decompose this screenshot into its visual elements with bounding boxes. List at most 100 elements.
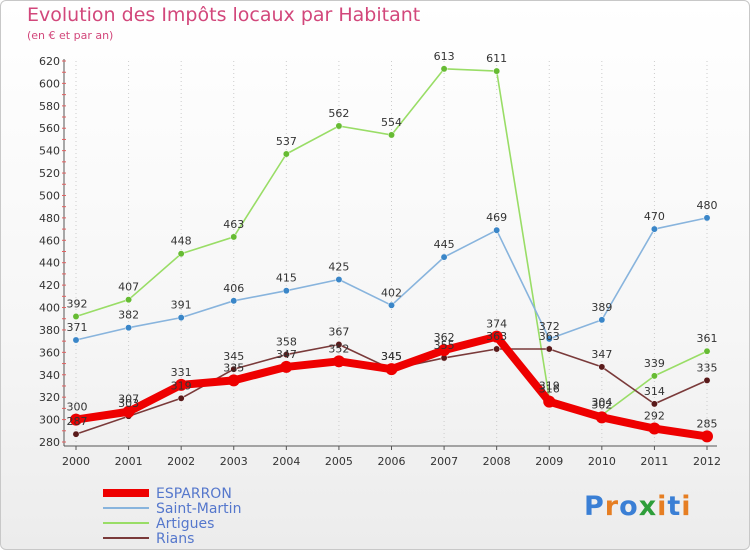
- data-label-saint-martin: 480: [697, 199, 718, 212]
- y-tick-label: 600: [39, 77, 60, 90]
- y-tick-label: 320: [39, 391, 60, 404]
- data-label-artigues: 613: [434, 50, 455, 63]
- y-tick-label: 520: [39, 167, 60, 180]
- data-label-artigues: 562: [328, 107, 349, 120]
- data-label-esparron: 292: [644, 410, 665, 423]
- y-tick-label: 420: [39, 279, 60, 292]
- data-point-esparron: [543, 395, 556, 408]
- data-label-rians: 303: [118, 397, 139, 410]
- data-point-saint-martin: [125, 324, 133, 332]
- data-point-esparron: [648, 422, 661, 435]
- data-label-rians: 335: [697, 361, 718, 374]
- data-point-artigues: [388, 131, 395, 139]
- data-label-esparron: 347: [276, 348, 297, 361]
- legend-label-esparron: ESPARRON: [156, 486, 232, 502]
- data-label-artigues: 319: [539, 379, 560, 392]
- y-tick-label: 340: [39, 369, 60, 382]
- logo-letter: x: [638, 491, 658, 522]
- logo-letter: i: [681, 491, 692, 522]
- chart-title: Evolution des Impôts locaux par Habitant: [27, 4, 421, 26]
- data-label-esparron: 302: [591, 398, 612, 411]
- data-label-rians: 355: [434, 339, 455, 352]
- data-label-saint-martin: 425: [328, 261, 349, 274]
- data-point-esparron: [227, 374, 240, 387]
- data-label-rians: 345: [223, 350, 244, 363]
- y-tick-label: 380: [39, 324, 60, 337]
- data-point-artigues: [703, 347, 711, 355]
- data-label-saint-martin: 402: [381, 286, 402, 299]
- y-tick-label: 540: [39, 145, 60, 158]
- x-tick-label: 2008: [483, 455, 511, 468]
- y-tick-label: 480: [39, 212, 60, 225]
- data-label-esparron: 307: [118, 393, 139, 406]
- data-label-esparron: 345: [381, 350, 402, 363]
- data-point-rians: [650, 400, 658, 408]
- data-label-artigues: 339: [644, 357, 665, 370]
- data-point-esparron: [332, 355, 345, 368]
- data-point-artigues: [493, 67, 501, 75]
- y-tick-label: 580: [39, 100, 60, 113]
- data-point-artigues: [335, 122, 343, 130]
- data-point-saint-martin: [598, 316, 606, 324]
- logo-letter: P: [584, 491, 605, 522]
- x-tick-label: 2001: [115, 455, 143, 468]
- data-point-rians: [598, 363, 606, 371]
- data-point-saint-martin: [230, 297, 238, 305]
- data-label-esparron: 300: [67, 401, 88, 414]
- data-label-esparron: 374: [486, 318, 507, 331]
- data-point-esparron: [490, 330, 503, 343]
- data-point-saint-martin: [650, 225, 658, 233]
- data-label-saint-martin: 389: [591, 301, 612, 314]
- data-label-rians: 363: [539, 330, 560, 343]
- x-tick-label: 2003: [220, 455, 248, 468]
- data-point-esparron: [438, 344, 451, 357]
- y-tick-label: 280: [39, 436, 60, 449]
- data-label-artigues: 448: [171, 235, 192, 248]
- data-label-esparron: 335: [223, 361, 244, 374]
- data-point-rians: [545, 345, 553, 353]
- data-label-saint-martin: 415: [276, 272, 297, 285]
- data-label-esparron: 316: [539, 383, 560, 396]
- data-label-artigues: 463: [223, 218, 244, 231]
- y-tick-label: 500: [39, 189, 60, 202]
- data-label-artigues: 407: [118, 281, 139, 294]
- data-point-saint-martin: [72, 336, 80, 344]
- data-label-rians: 287: [67, 415, 88, 428]
- y-tick-label: 360: [39, 346, 60, 359]
- data-point-rians: [493, 345, 501, 353]
- data-point-artigues: [125, 296, 133, 304]
- y-tick-label: 560: [39, 122, 60, 135]
- data-label-artigues: 392: [67, 297, 88, 310]
- data-point-rians: [335, 341, 343, 348]
- data-point-esparron: [280, 360, 293, 373]
- data-point-artigues: [230, 233, 238, 241]
- data-label-artigues: 611: [486, 52, 507, 65]
- data-label-esparron: 331: [171, 366, 192, 379]
- data-label-esparron: 285: [697, 417, 718, 430]
- data-label-artigues: 554: [381, 116, 402, 129]
- data-point-esparron: [385, 363, 398, 376]
- y-tick-label: 440: [39, 257, 60, 270]
- logo-letter: o: [619, 491, 639, 522]
- data-label-artigues: 361: [697, 332, 718, 345]
- data-label-rians: 363: [486, 330, 507, 343]
- data-point-esparron: [701, 430, 713, 443]
- data-label-saint-martin: 469: [486, 211, 507, 224]
- data-point-rians: [177, 394, 185, 402]
- data-point-saint-martin: [388, 301, 395, 309]
- data-label-rians: 345: [381, 350, 402, 363]
- data-label-saint-martin: 391: [171, 299, 192, 312]
- data-label-saint-martin: 445: [434, 238, 455, 251]
- y-tick-label: 300: [39, 414, 60, 427]
- data-label-artigues: 304: [591, 396, 612, 409]
- data-point-rians: [703, 376, 711, 384]
- logo-letter: i: [657, 491, 668, 522]
- x-tick-label: 2006: [378, 455, 406, 468]
- data-label-rians: 347: [591, 348, 612, 361]
- proxiti-logo: Proxiti: [584, 491, 692, 522]
- legend-label-artigues: Artigues: [156, 516, 214, 532]
- y-tick-label: 620: [39, 55, 60, 68]
- x-tick-label: 2004: [272, 455, 300, 468]
- data-point-saint-martin: [335, 276, 343, 283]
